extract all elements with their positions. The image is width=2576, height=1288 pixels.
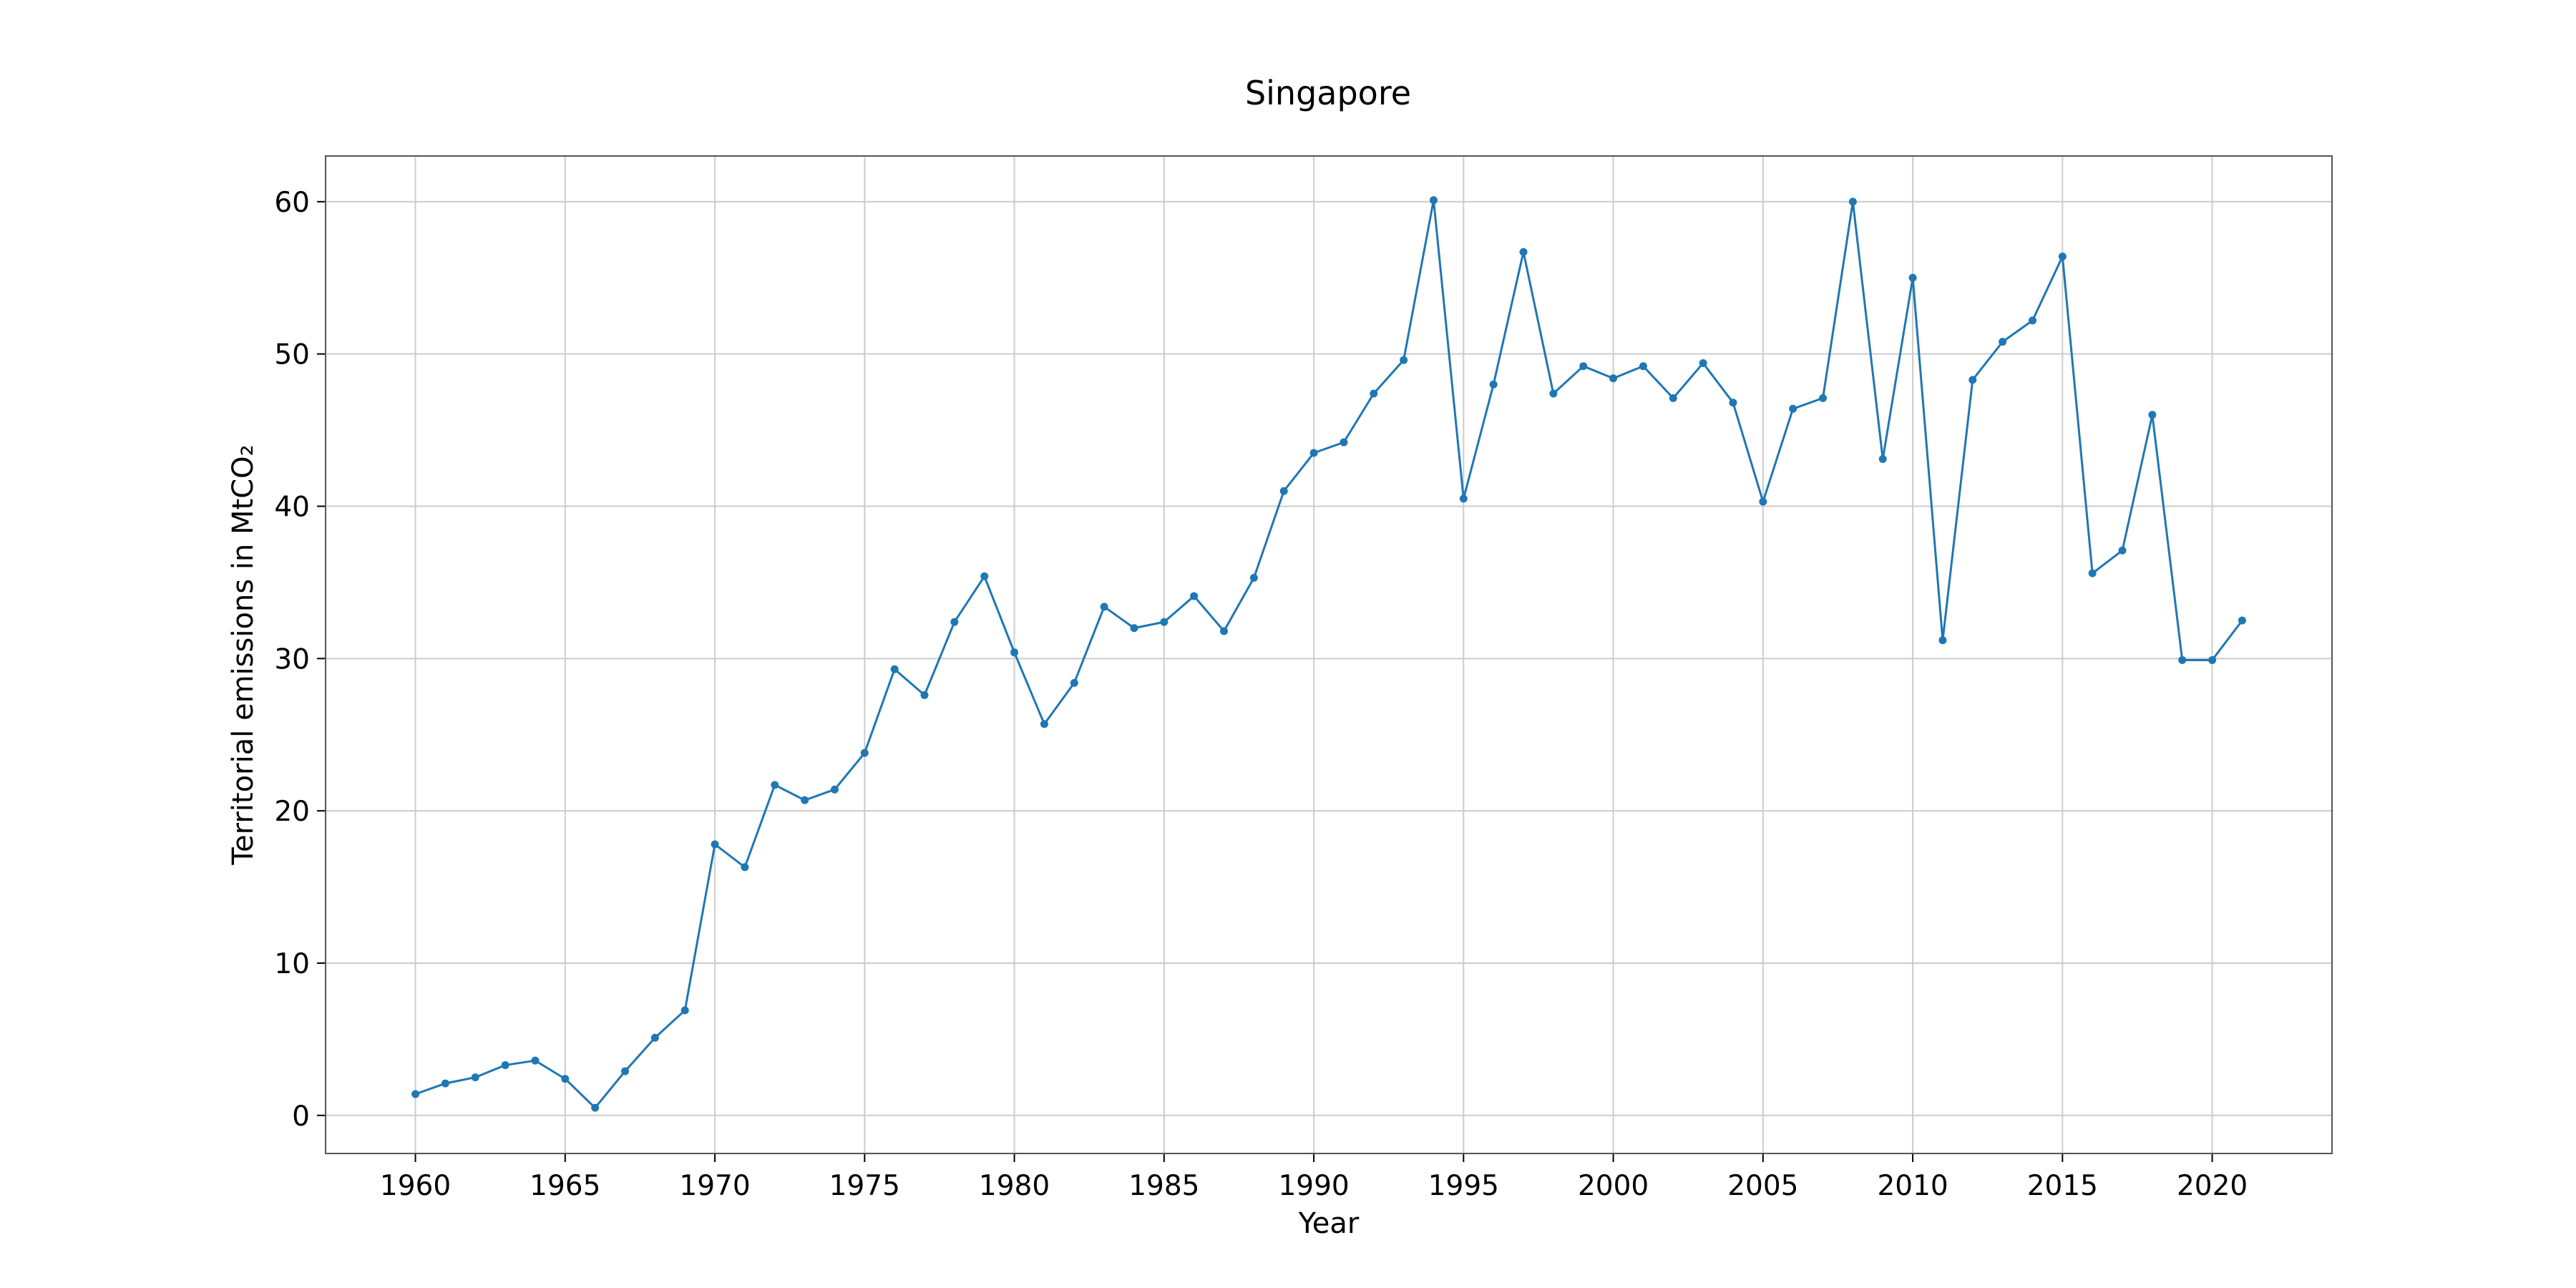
y-tick-label: 50 — [274, 339, 310, 371]
data-point-1970 — [711, 840, 719, 849]
data-point-1985 — [1160, 618, 1169, 626]
data-point-1989 — [1279, 487, 1288, 495]
data-point-1977 — [920, 691, 929, 699]
data-point-1962 — [471, 1073, 479, 1082]
data-point-2014 — [2028, 316, 2036, 325]
data-point-1968 — [650, 1033, 659, 1042]
data-point-1986 — [1190, 592, 1199, 600]
y-tick-label: 40 — [274, 491, 310, 523]
data-point-2012 — [1968, 376, 1977, 384]
data-point-2003 — [1699, 358, 1707, 367]
y-tick-label: 60 — [274, 187, 310, 219]
data-point-1998 — [1549, 389, 1558, 398]
data-point-1990 — [1309, 449, 1318, 457]
data-point-1973 — [801, 796, 809, 804]
data-point-2010 — [1908, 273, 1917, 282]
x-axis-label: Year — [1298, 1207, 1360, 1240]
y-axis-label: Territorial emissions in MtCO₂ — [227, 444, 260, 865]
data-point-1965 — [561, 1075, 570, 1083]
x-tick-label: 1985 — [1128, 1170, 1199, 1202]
data-point-1992 — [1370, 389, 1378, 398]
data-point-1999 — [1579, 362, 1588, 371]
data-point-1963 — [501, 1061, 509, 1070]
x-tick-label: 1965 — [530, 1170, 600, 1202]
data-point-1994 — [1429, 196, 1438, 205]
x-tick-label: 1970 — [679, 1170, 750, 1202]
y-tick-label: 0 — [292, 1101, 310, 1133]
data-point-1961 — [441, 1079, 449, 1088]
plot-frame — [325, 155, 2333, 1154]
data-point-1978 — [950, 618, 959, 626]
x-tick-label: 1980 — [979, 1170, 1050, 1202]
data-point-2009 — [1878, 455, 1887, 464]
data-point-1969 — [680, 1006, 689, 1015]
data-point-2015 — [2058, 252, 2067, 260]
data-point-2005 — [1759, 497, 1767, 506]
data-point-1987 — [1220, 627, 1229, 635]
data-point-1996 — [1489, 380, 1498, 389]
data-point-1988 — [1249, 574, 1258, 582]
grid-lines — [326, 156, 2332, 1153]
data-point-1980 — [1010, 648, 1019, 657]
data-point-1981 — [1040, 720, 1048, 728]
chart-title: Singapore — [1245, 74, 1411, 112]
y-tick-label: 30 — [274, 643, 310, 675]
data-point-1993 — [1400, 356, 1408, 364]
data-point-2002 — [1669, 394, 1677, 402]
data-point-1967 — [621, 1067, 630, 1075]
data-point-1960 — [411, 1090, 420, 1098]
y-tick-label: 20 — [274, 796, 310, 828]
x-tick-label: 1995 — [1428, 1170, 1499, 1202]
x-tick-label: 2000 — [1578, 1170, 1649, 1202]
data-point-2021 — [2238, 616, 2246, 625]
data-point-2006 — [1789, 404, 1797, 413]
data-point-2004 — [1729, 399, 1737, 407]
data-point-2018 — [2148, 411, 2157, 419]
x-tick-label: 1960 — [380, 1170, 451, 1202]
y-tick-label: 10 — [274, 948, 310, 980]
data-point-1995 — [1459, 494, 1468, 503]
data-point-1972 — [771, 781, 779, 789]
data-point-1991 — [1340, 438, 1348, 447]
axis-ticks: 1960 1965 1970 1975 1980 1985 1990 1995 2000 2005… — [274, 187, 2248, 1202]
data-point-1976 — [890, 665, 899, 673]
series-layer — [411, 196, 2246, 1112]
data-point-2000 — [1609, 374, 1618, 383]
x-tick-label: 2020 — [2177, 1170, 2248, 1202]
data-point-2008 — [1848, 197, 1857, 206]
x-tick-label: 1975 — [829, 1170, 900, 1202]
data-point-1982 — [1070, 678, 1078, 687]
data-point-2016 — [2088, 569, 2097, 577]
data-point-2019 — [2178, 655, 2187, 664]
data-point-2020 — [2208, 655, 2217, 664]
data-point-1971 — [741, 863, 749, 872]
data-point-1983 — [1100, 602, 1108, 611]
data-point-2013 — [1999, 338, 2007, 346]
x-tick-label: 1990 — [1278, 1170, 1349, 1202]
data-point-1984 — [1130, 624, 1138, 633]
data-point-1979 — [980, 572, 989, 580]
data-point-1964 — [531, 1056, 540, 1065]
x-tick-label: 2015 — [2027, 1170, 2098, 1202]
data-point-1974 — [830, 785, 839, 794]
x-tick-label: 2005 — [1727, 1170, 1798, 1202]
data-point-2007 — [1819, 394, 1828, 402]
data-point-2001 — [1639, 362, 1647, 371]
data-point-1975 — [860, 748, 869, 757]
x-tick-label: 2010 — [1877, 1170, 1948, 1202]
data-point-1966 — [591, 1103, 600, 1112]
data-point-2011 — [1938, 636, 1947, 645]
data-point-2017 — [2118, 546, 2127, 555]
series-line — [415, 199, 2243, 1109]
data-point-1997 — [1519, 248, 1528, 256]
